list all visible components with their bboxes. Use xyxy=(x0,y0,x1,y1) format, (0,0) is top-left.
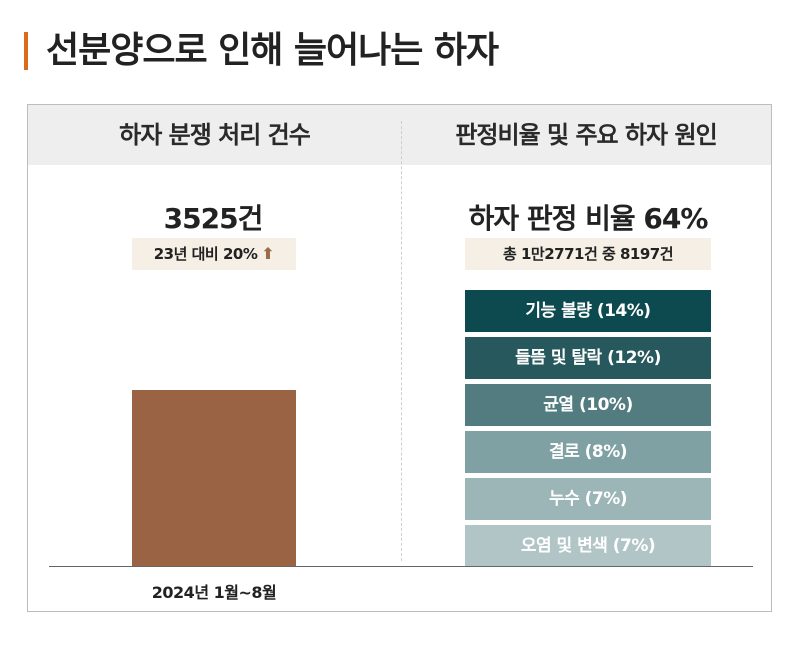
defect-ratio-detail-tag: 총 1만2771건 중 8197건 xyxy=(465,238,711,270)
dispute-count-value: 3525건 xyxy=(163,202,264,235)
column-divider xyxy=(401,121,402,561)
defect-ratio-value: 하자 판정 비율 64% xyxy=(468,202,709,235)
infographic-panel: 하자 분쟁 처리 건수 판정비율 및 주요 하자 원인 3525건 23년 대비… xyxy=(27,104,772,612)
cause-bar-3: 결로 (8%) xyxy=(465,431,711,473)
arrow-up-icon: ⬆ xyxy=(261,244,275,263)
dispute-count-bar xyxy=(132,390,296,566)
cause-bar-1: 들뜸 및 탈락 (12%) xyxy=(465,337,711,379)
page-title: 선분양으로 인해 늘어나는 하자 xyxy=(46,30,499,71)
cause-bar-2: 균열 (10%) xyxy=(465,384,711,426)
yoy-change-tag: 23년 대비 20% ⬆ xyxy=(132,238,296,270)
panel-header: 하자 분쟁 처리 건수 판정비율 및 주요 하자 원인 xyxy=(28,105,771,165)
x-axis-label: 2024년 1월~8월 xyxy=(151,583,277,602)
cause-bar-5: 오염 및 변색 (7%) xyxy=(465,525,711,567)
yoy-change-text: 23년 대비 20% xyxy=(153,245,258,263)
right-column-heading: 판정비율 및 주요 하자 원인 xyxy=(455,121,717,149)
cause-bar-0: 기능 불량 (14%) xyxy=(465,290,711,332)
chart-baseline xyxy=(49,566,753,567)
dispute-bar-chart xyxy=(132,390,296,566)
cause-bar-4: 누수 (7%) xyxy=(465,478,711,520)
left-column-heading: 하자 분쟁 처리 건수 xyxy=(119,121,311,149)
title-accent-bar xyxy=(24,32,28,70)
